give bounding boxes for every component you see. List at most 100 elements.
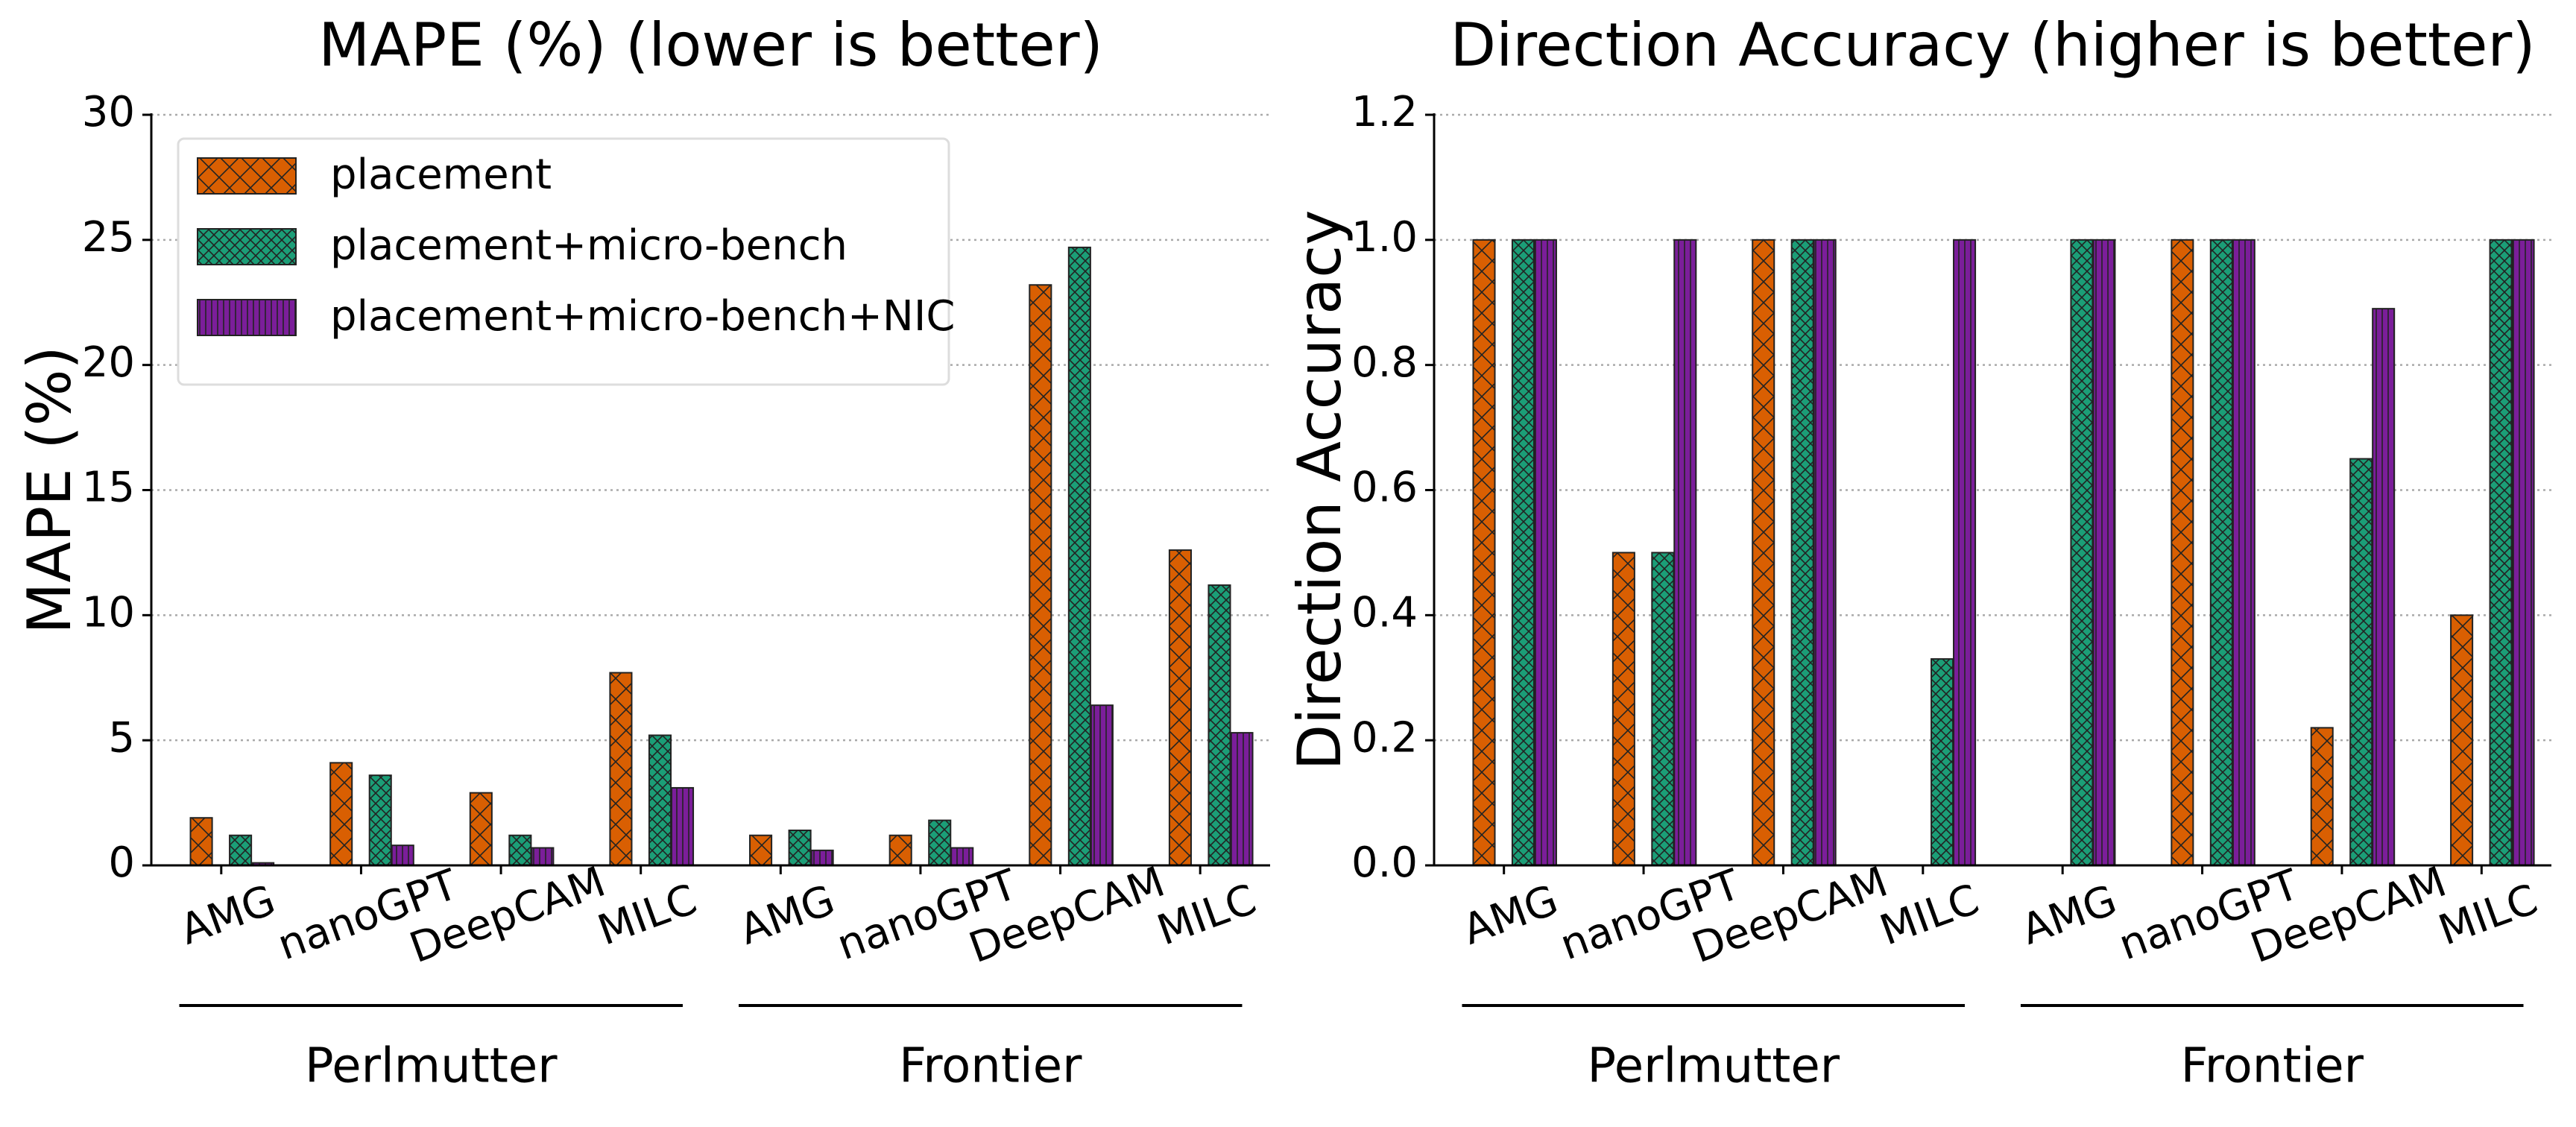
bar-hatch — [2512, 239, 2534, 865]
bar-group — [2349, 458, 2373, 866]
bar-hatch — [2373, 309, 2395, 865]
chart-title: MAPE (%) (lower is better) — [318, 10, 1103, 80]
bar-hatch — [369, 775, 391, 865]
bar-hatch — [391, 845, 414, 865]
bar-hatch — [190, 818, 212, 865]
bar-group — [229, 834, 253, 866]
bar-group — [2171, 239, 2194, 867]
bar-group — [1673, 239, 1697, 867]
bar-hatch — [2071, 239, 2093, 865]
bar-hatch — [1612, 552, 1635, 865]
y-tick-label: 0.4 — [1351, 588, 1418, 637]
x-tick-label: MILC — [592, 875, 703, 955]
bar-hatch — [2210, 239, 2232, 865]
legend-label: placement — [330, 151, 552, 199]
bar-hatch — [789, 830, 811, 865]
bar-group — [1931, 658, 1954, 866]
bar-group — [469, 792, 493, 866]
bar-hatch — [470, 792, 492, 865]
bar-hatch — [1931, 659, 1954, 865]
y-tick-label: 25 — [82, 213, 135, 262]
bar-hatch — [2451, 615, 2473, 865]
bar-hatch — [1169, 550, 1191, 865]
bar-hatch — [2311, 727, 2333, 865]
bar-hatch — [1473, 239, 1495, 865]
bar-group — [950, 847, 974, 866]
x-tick-label: AMG — [733, 876, 841, 955]
x-tick-label: MILC — [2433, 875, 2544, 955]
bar-hatch — [1791, 239, 1813, 865]
x-tick-label: MILC — [1151, 875, 1262, 955]
y-tick-label: 30 — [82, 88, 135, 136]
y-axis-label: MAPE (%) — [15, 346, 84, 634]
bar-group — [189, 817, 213, 867]
bar-hatch — [1813, 239, 1836, 865]
bar-group — [1208, 584, 1231, 866]
bar-hatch — [648, 735, 672, 865]
bar-group — [749, 834, 773, 866]
bar-hatch — [2350, 458, 2373, 865]
bar-hatch — [252, 862, 274, 865]
bar-group — [1790, 239, 1814, 867]
bar-group — [788, 830, 812, 867]
bar-hatch — [951, 847, 973, 865]
bar-group — [1230, 732, 1254, 867]
group-label: Perlmutter — [305, 1039, 558, 1094]
bar-hatch — [2171, 239, 2194, 865]
y-tick-label: 0.8 — [1351, 338, 1418, 387]
x-tick-label: MILC — [1874, 875, 1985, 955]
bar-group — [810, 849, 834, 866]
bar-hatch — [509, 835, 531, 865]
bar-group — [1611, 552, 1635, 867]
bar-group — [2450, 614, 2474, 866]
bar-group — [2209, 239, 2233, 867]
bar-group — [2092, 239, 2116, 867]
bar-hatch — [889, 835, 912, 865]
y-tick-label: 0.6 — [1351, 464, 1418, 512]
y-tick-label: 0.0 — [1351, 839, 1418, 887]
group-label: Frontier — [899, 1039, 1082, 1094]
group-label: Perlmutter — [1587, 1039, 1840, 1094]
bar-group — [888, 834, 912, 866]
bar-hatch — [1954, 239, 1976, 865]
bar-group — [1813, 239, 1837, 867]
bar-group — [368, 774, 392, 867]
bar-hatch — [610, 672, 632, 865]
bar-group — [329, 762, 353, 866]
legend-box — [177, 137, 950, 386]
chart-title: Direction Accuracy (higher is better) — [1450, 10, 2535, 80]
bar-hatch — [1231, 733, 1253, 865]
y-tick-label: 15 — [82, 464, 135, 512]
bar-group — [1752, 239, 1775, 867]
bar-hatch — [330, 763, 353, 865]
bar-group — [609, 672, 633, 867]
y-axis-label: Direction Accuracy — [1285, 209, 1354, 770]
legend-item: placement+micro-bench — [197, 221, 847, 270]
bar-group — [1067, 246, 1091, 866]
legend-hatch — [198, 158, 296, 194]
bar-hatch — [929, 820, 951, 865]
y-tick-label: 0.2 — [1351, 713, 1418, 762]
bar-group — [2310, 727, 2334, 867]
bar-hatch — [1752, 239, 1775, 865]
x-tick-label: AMG — [2015, 876, 2123, 955]
legend-label: placement+micro-bench — [330, 221, 847, 270]
x-tick-label: AMG — [174, 876, 281, 955]
y-tick-label: 5 — [108, 713, 135, 762]
bar-hatch — [230, 835, 252, 865]
y-tick-label: 10 — [82, 588, 135, 637]
bar-hatch — [1512, 239, 1534, 865]
bar-group — [648, 734, 672, 866]
bar-group — [1953, 239, 1977, 867]
bar-group — [1472, 239, 1496, 867]
bar-group — [1511, 239, 1535, 867]
bar-group — [2489, 239, 2513, 867]
bar-hatch — [1068, 247, 1090, 865]
legend-hatch — [198, 229, 296, 265]
bar-hatch — [1208, 585, 1231, 865]
legend-label: placement+micro-bench+NIC — [330, 292, 955, 341]
bar-group — [2232, 239, 2255, 867]
legend-item: placement+micro-bench+NIC — [197, 292, 955, 341]
bar-group — [391, 845, 414, 866]
bar-hatch — [1652, 552, 1674, 865]
